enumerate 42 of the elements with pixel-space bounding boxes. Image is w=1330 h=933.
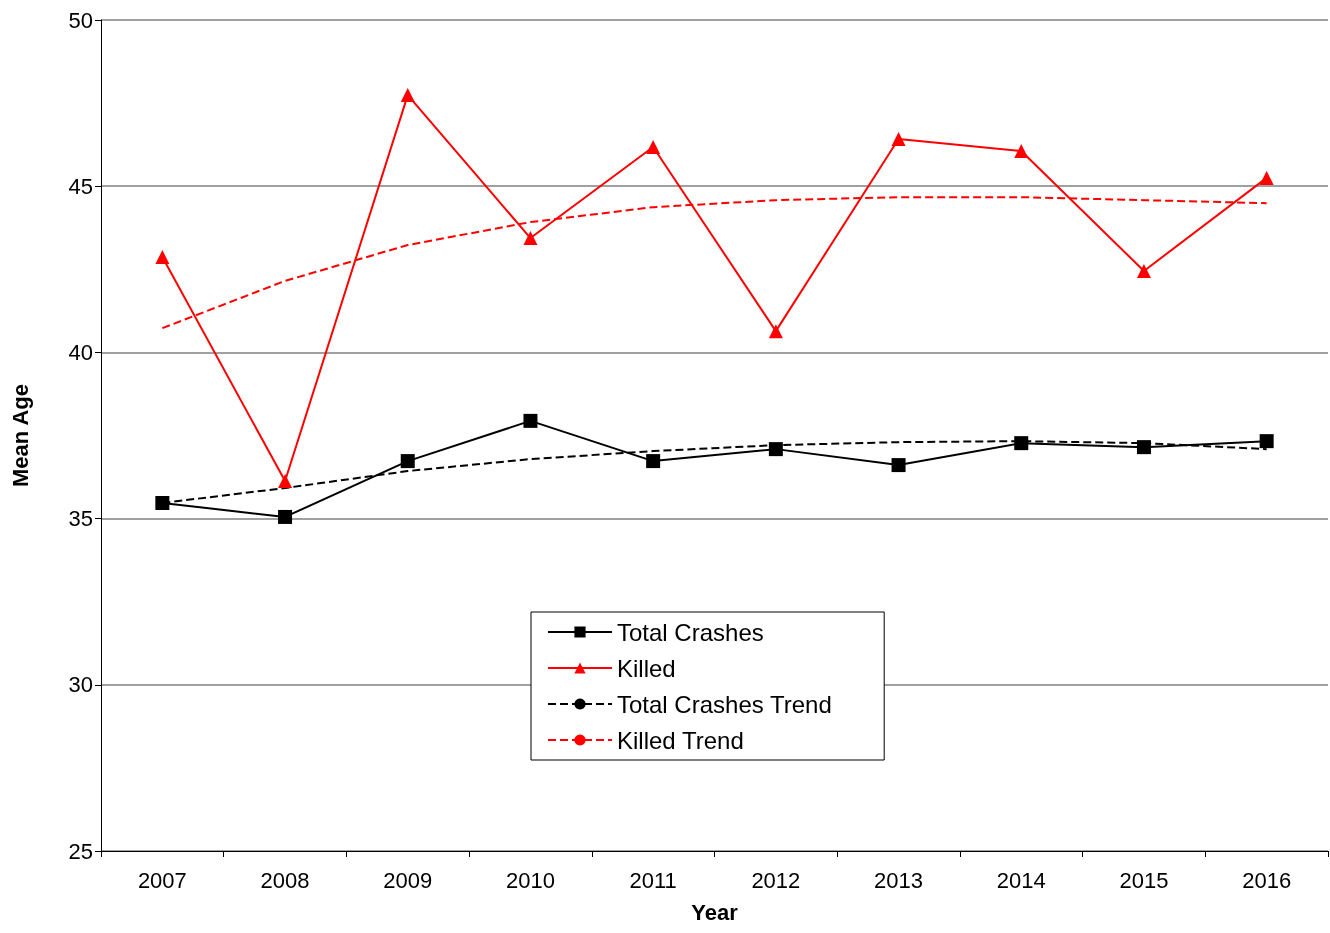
point (523, 231, 538, 246)
x-tick-label: 2008 (260, 867, 310, 893)
point (1259, 434, 1274, 449)
x-tick-label: 2007 (137, 867, 187, 893)
point (278, 474, 293, 489)
point (891, 458, 906, 473)
x-tick-label: 2014 (996, 867, 1046, 893)
legend-label: Total Crashes Trend (617, 690, 832, 718)
point (1259, 170, 1274, 185)
point (1014, 436, 1029, 451)
point (646, 454, 661, 469)
x-tick-label: 2016 (1242, 867, 1292, 893)
point (646, 139, 661, 154)
y-tick-label: 35 (68, 506, 93, 532)
legend-label: Total Crashes (617, 618, 764, 646)
legend-label: Killed (617, 654, 676, 682)
y-tick-label: 25 (68, 838, 93, 864)
y-tick-label: 45 (68, 173, 93, 199)
point (400, 88, 415, 103)
point (278, 509, 293, 524)
y-axis-title: Mean Age (7, 383, 33, 488)
point (155, 495, 170, 510)
point (768, 442, 783, 457)
point (1014, 143, 1029, 158)
x-tick-label: 2012 (751, 867, 801, 893)
y-tick-label: 30 (68, 672, 93, 698)
point (768, 324, 783, 339)
y-tick-label: 50 (68, 7, 93, 33)
x-tick-label: 2015 (1119, 867, 1169, 893)
y-tick-label: 40 (68, 339, 93, 365)
point (891, 132, 906, 146)
x-axis-title: Year (691, 899, 739, 925)
point (400, 454, 415, 469)
x-tick-label: 2009 (383, 867, 433, 893)
point (523, 413, 538, 428)
point (155, 250, 170, 264)
point (1136, 263, 1151, 278)
x-tick-label: 2010 (505, 867, 555, 893)
legend-label: Killed Trend (617, 726, 744, 754)
x-tick-label: 2011 (629, 867, 677, 893)
x-tick-label: 2013 (874, 867, 924, 893)
point (1136, 440, 1151, 455)
